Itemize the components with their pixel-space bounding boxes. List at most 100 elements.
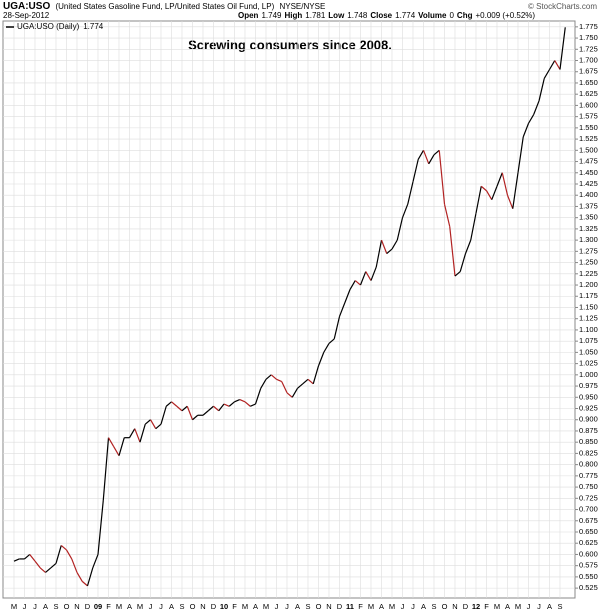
x-tick-label: F <box>232 602 237 611</box>
stat-label: Close <box>370 11 393 20</box>
legend-last-value: 1.774 <box>83 22 104 31</box>
x-tick-label: A <box>547 602 552 611</box>
line-segment <box>29 554 36 562</box>
line-segment <box>438 150 446 205</box>
line-segment <box>533 100 540 115</box>
y-tick-label: 1.325 <box>579 224 598 233</box>
line-segment <box>144 419 151 425</box>
x-tick-label: F <box>484 602 489 611</box>
line-segment <box>396 217 404 241</box>
y-tick-label: 1.575 <box>579 112 598 121</box>
x-tick-label: S <box>557 602 562 611</box>
y-tick-label: 1.200 <box>579 280 598 289</box>
line-segment <box>459 253 467 272</box>
stat-value: 1.748 <box>347 11 368 20</box>
symbol: UGA:USO <box>3 1 51 12</box>
line-segment <box>527 114 535 124</box>
line-segment <box>386 248 393 255</box>
y-tick-label: 1.525 <box>579 134 598 143</box>
x-tick-label: 12 <box>472 602 480 611</box>
x-tick-label: M <box>515 602 521 611</box>
line-segment <box>97 500 104 555</box>
x-tick-label: J <box>23 602 27 611</box>
line-segment <box>417 150 425 160</box>
x-tick-label: A <box>169 602 174 611</box>
line-segment <box>265 374 272 380</box>
y-tick-label: 0.625 <box>579 538 598 547</box>
y-tick-label: 1.750 <box>579 33 598 42</box>
line-segment <box>155 423 162 430</box>
y-tick-label: 1.225 <box>579 269 598 278</box>
x-tick-label: 11 <box>346 602 354 611</box>
stats: Open 1.749 High 1.781 Low 1.748 Close 1.774 Volu… <box>238 11 538 20</box>
stat-value: 1.749 <box>261 11 282 20</box>
line-segment <box>291 388 299 398</box>
line-segment <box>34 560 41 569</box>
stat-value: 1.774 <box>395 11 416 20</box>
line-segment <box>375 240 383 268</box>
line-segment <box>55 545 62 564</box>
line-segment <box>349 280 356 290</box>
line-segment <box>176 405 183 412</box>
line-segment <box>260 379 267 389</box>
x-tick-label: D <box>211 602 217 611</box>
line-segment <box>543 69 551 79</box>
stat-value: +0.009 (+0.52%) <box>475 11 536 20</box>
line-segment <box>149 419 157 430</box>
x-tick-label: S <box>53 602 58 611</box>
x-tick-label: J <box>159 602 163 611</box>
x-tick-label: O <box>64 602 70 611</box>
x-tick-label: J <box>285 602 289 611</box>
x-tick-label: J <box>537 602 541 611</box>
line-segment <box>181 405 188 412</box>
line-segment <box>202 410 209 416</box>
line-segment <box>443 204 451 227</box>
x-tick-label: M <box>242 602 248 611</box>
x-tick-label: A <box>505 602 510 611</box>
x-tick-label: M <box>116 602 122 611</box>
line-segment <box>13 558 20 562</box>
y-tick-label: 1.250 <box>579 258 598 267</box>
y-tick-label: 1.725 <box>579 44 598 53</box>
x-tick-label: O <box>190 602 196 611</box>
x-tick-label: A <box>43 602 48 611</box>
header-line: UGA:USO (United States Gasoline Fund, LP… <box>3 1 328 12</box>
x-tick-label: M <box>494 602 500 611</box>
y-tick-label: 1.675 <box>579 67 598 76</box>
line-segment <box>501 172 509 196</box>
stat-value: 0 <box>449 11 454 20</box>
y-tick-label: 0.675 <box>579 516 598 525</box>
stat-label: Volume <box>418 11 447 20</box>
line-segment <box>24 553 31 560</box>
line-segment <box>165 401 172 407</box>
line-segment <box>92 554 99 569</box>
x-tick-label: M <box>11 602 17 611</box>
y-tick-label: 0.725 <box>579 493 598 502</box>
x-tick-label: F <box>358 602 363 611</box>
line-segment <box>359 271 367 286</box>
y-tick-label: 1.775 <box>579 22 598 31</box>
x-tick-label: S <box>305 602 310 611</box>
line-segment <box>71 558 78 573</box>
x-tick-label: O <box>442 602 448 611</box>
x-tick-label: D <box>85 602 91 611</box>
line-segment <box>522 123 530 138</box>
x-tick-label: N <box>200 602 205 611</box>
stat-value: 1.781 <box>305 11 326 20</box>
x-tick-label: M <box>389 602 395 611</box>
y-tick-label: 1.125 <box>579 314 598 323</box>
stat-label: Chg <box>456 11 473 20</box>
x-tick-label: S <box>179 602 184 611</box>
line-segment <box>365 271 372 281</box>
line-segment <box>254 388 262 405</box>
line-segment <box>554 60 561 70</box>
y-tick-label: 1.300 <box>579 235 598 244</box>
line-segment <box>354 280 361 286</box>
line-segment <box>239 398 246 403</box>
line-segment <box>281 381 288 394</box>
y-tick-label: 1.000 <box>579 370 598 379</box>
y-tick-label: 0.650 <box>579 527 598 536</box>
y-tick-label: 0.800 <box>579 460 598 469</box>
x-tick-label: J <box>275 602 279 611</box>
x-tick-label: J <box>401 602 405 611</box>
